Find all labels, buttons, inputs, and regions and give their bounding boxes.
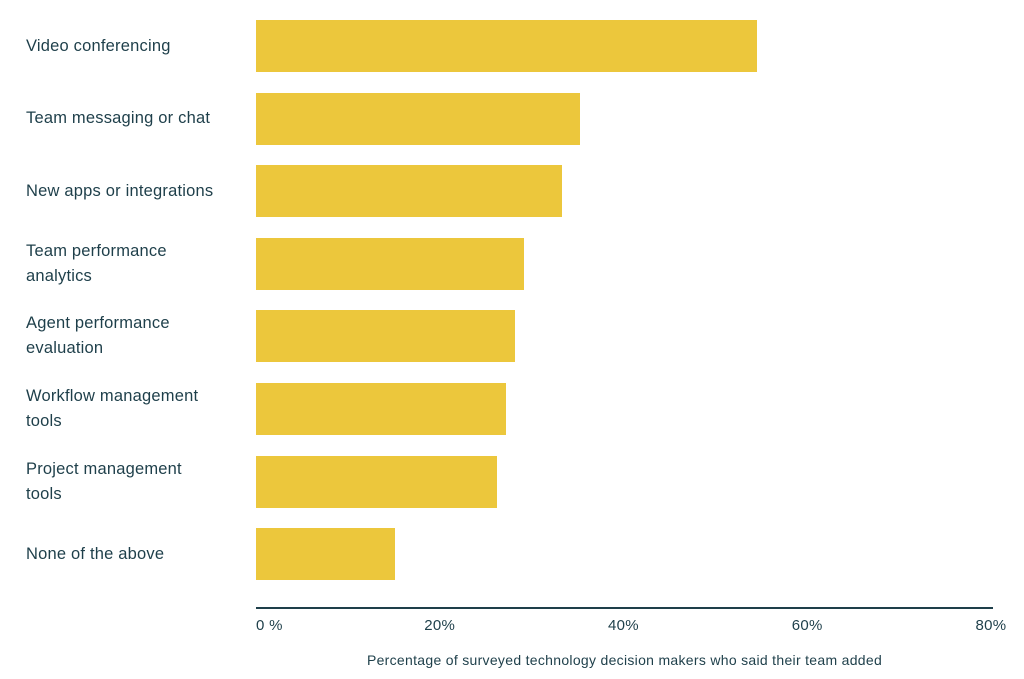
x-axis-line <box>256 607 993 609</box>
category-label: Team messaging or chat <box>26 109 211 128</box>
bar <box>256 383 506 435</box>
bar <box>256 455 497 508</box>
x-tick-label: 0 % <box>256 617 283 634</box>
bar <box>256 20 757 72</box>
bar <box>256 92 581 145</box>
x-axis-title: Percentage of surveyed technology decisi… <box>366 652 883 668</box>
bar <box>256 310 516 363</box>
bar <box>256 528 395 581</box>
category-label: Agent performance evaluation <box>26 314 170 358</box>
x-tick-label: 60% <box>791 617 823 634</box>
category-label: New apps or integrations <box>26 181 214 200</box>
x-tick-label: 20% <box>424 617 456 634</box>
category-label: Workflow management tools <box>26 387 199 430</box>
category-label: Team performance analytics <box>26 241 167 285</box>
bar <box>256 237 525 290</box>
x-tick-label: 80% <box>975 617 1007 634</box>
category-label: Video conferencing <box>26 36 171 55</box>
category-label: Project management tools <box>26 459 182 503</box>
category-label: None of the above <box>26 544 165 563</box>
x-tick-label: 40% <box>608 617 639 634</box>
bar <box>256 165 562 218</box>
